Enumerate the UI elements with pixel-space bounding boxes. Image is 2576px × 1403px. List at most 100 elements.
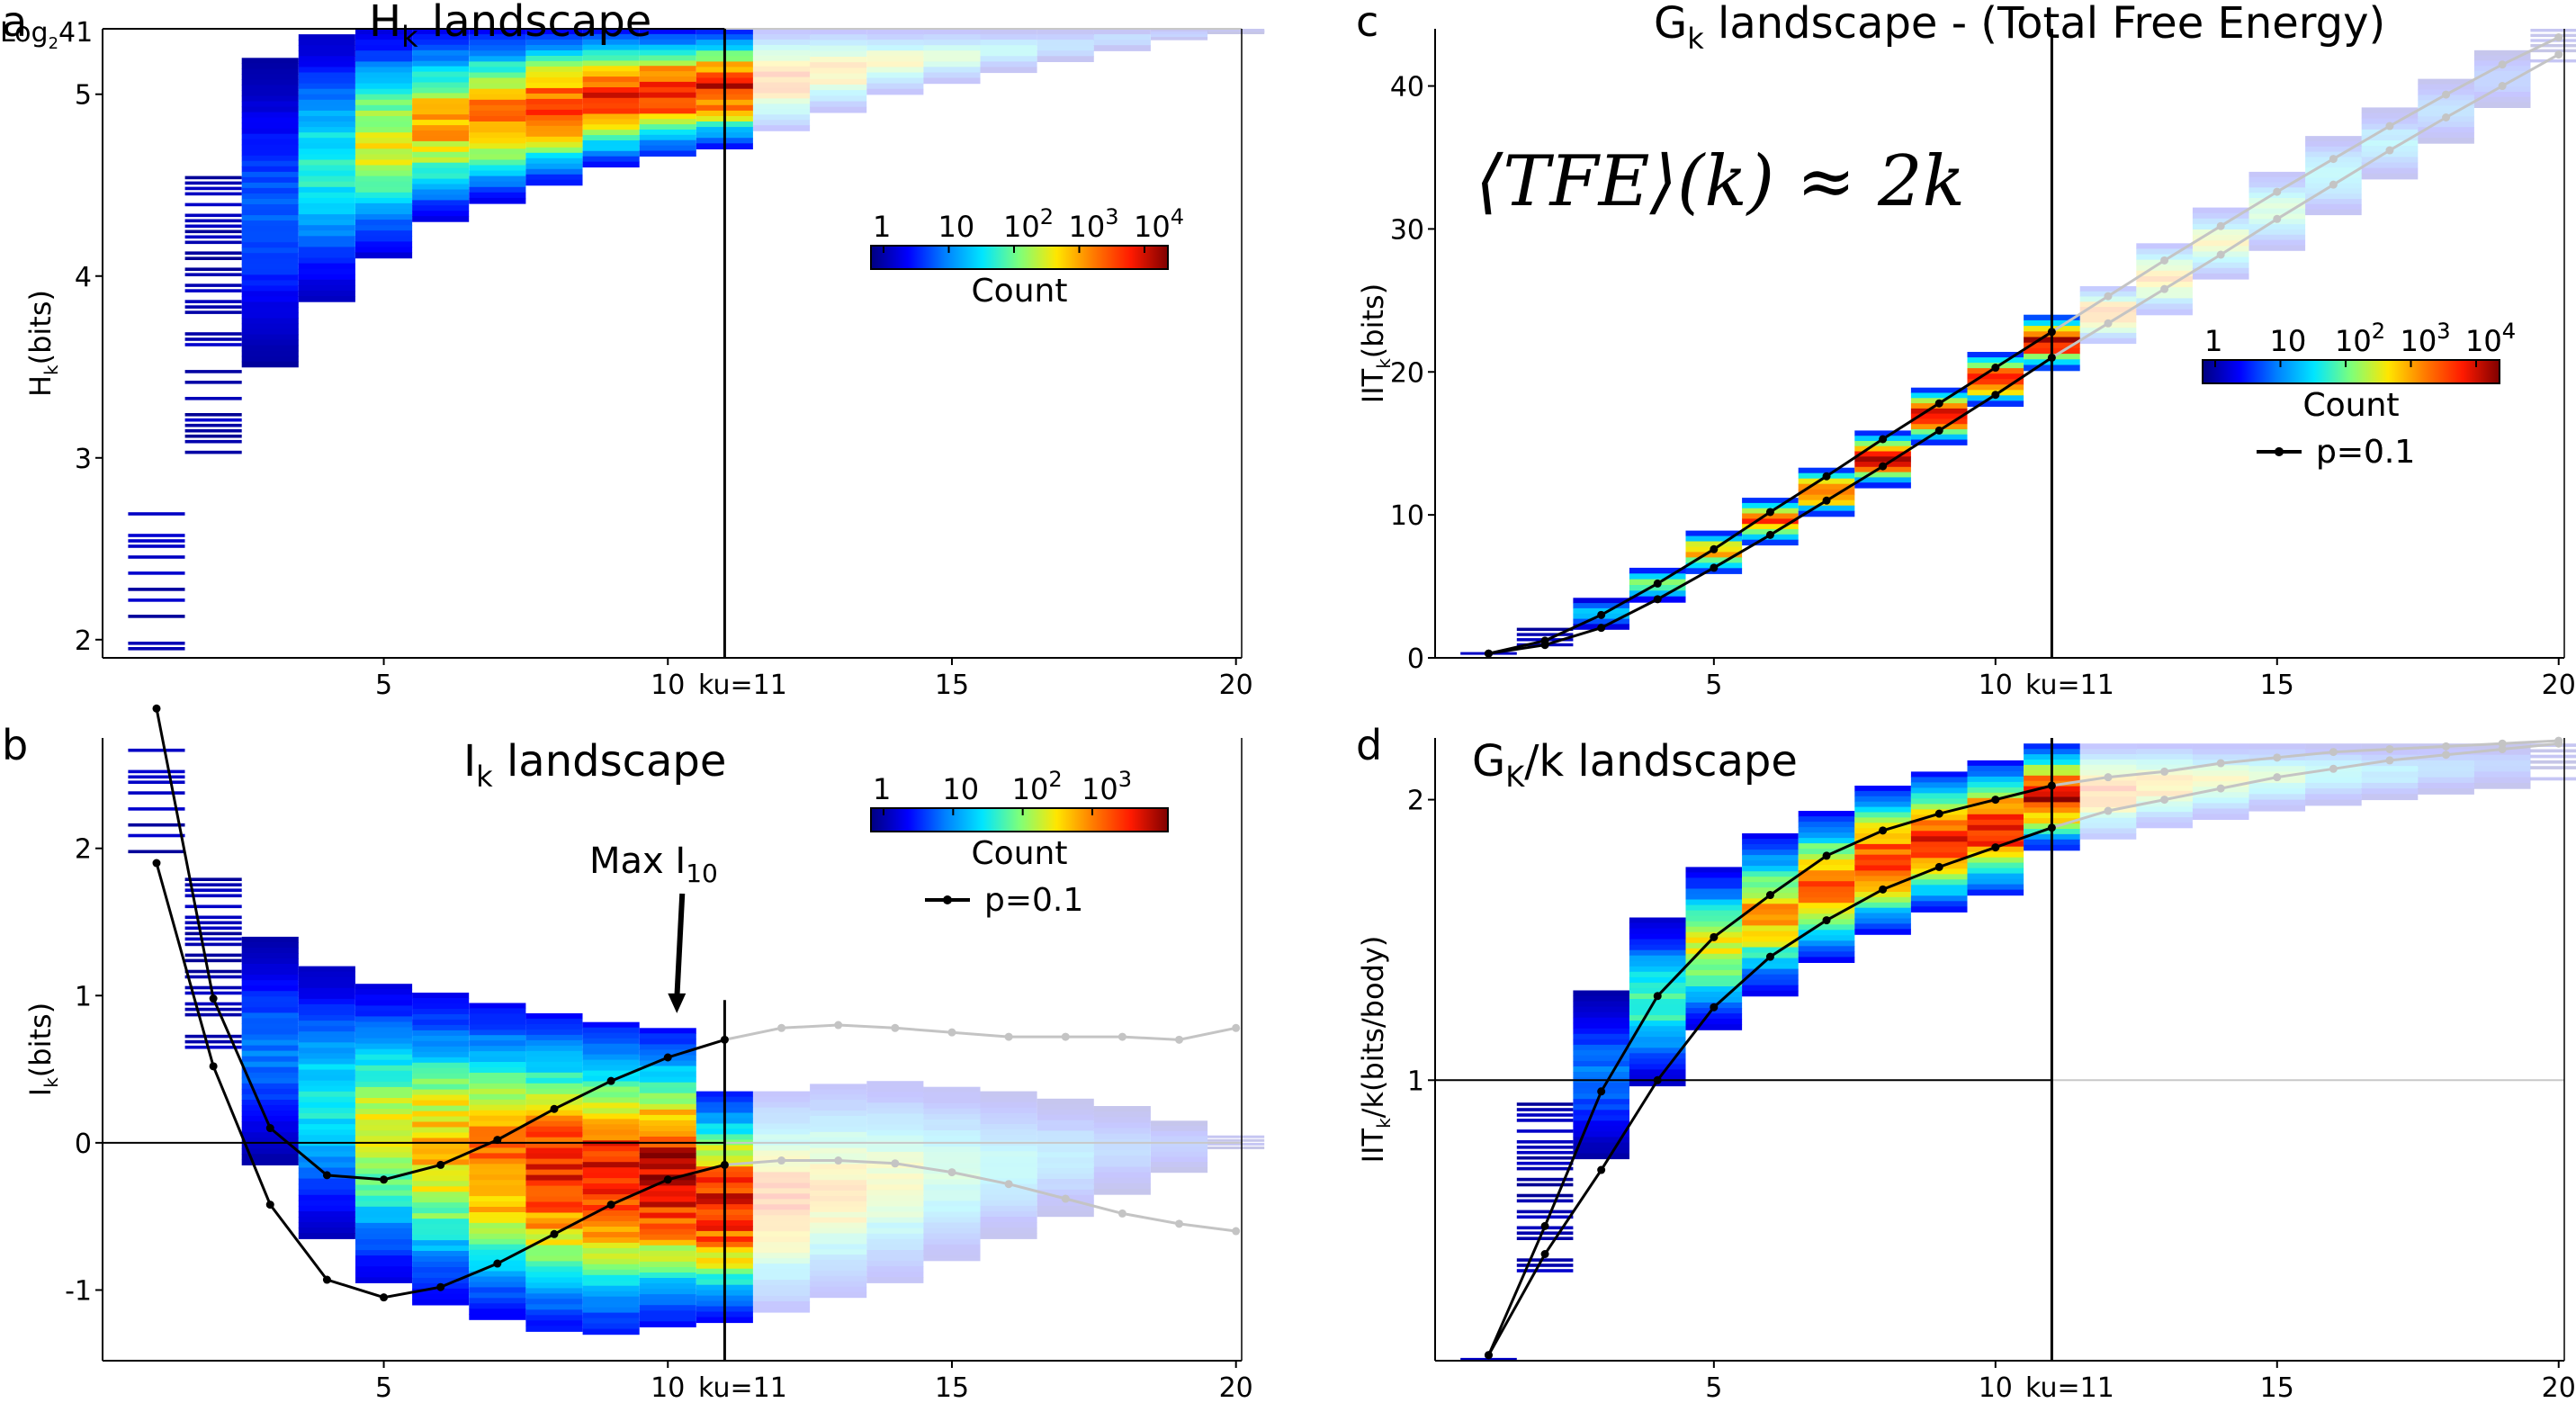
heatmap-cell — [412, 1235, 470, 1241]
heatmap-cell — [1798, 816, 1855, 823]
heatmap-cell — [753, 1258, 811, 1264]
heatmap-cell — [2530, 766, 2576, 769]
heatmap-cell — [866, 1081, 924, 1087]
heatmap-cell — [1629, 971, 1686, 978]
heatmap-cell — [753, 98, 811, 104]
heatmap-column — [2361, 107, 2419, 180]
colorbar-tick-label-exp: 4 — [2502, 319, 2516, 344]
y-label-rest: (bits) — [23, 1003, 58, 1077]
log-label-base: Log — [0, 17, 49, 49]
series-point — [265, 1201, 274, 1210]
heatmap-cell — [469, 50, 526, 57]
heatmap-cell — [639, 1283, 696, 1290]
title-base: G — [1654, 0, 1687, 49]
heatmap-cell — [2361, 129, 2419, 136]
heatmap-cell — [412, 120, 470, 126]
heatmap-cell — [1151, 1126, 1208, 1132]
heatmap-cell — [241, 210, 299, 216]
heatmap-cell — [184, 186, 242, 191]
heatmap-cell — [980, 1151, 1037, 1157]
heatmap-cell — [525, 93, 583, 100]
heatmap-cell — [2192, 229, 2249, 236]
heatmap-cell — [1685, 872, 1743, 878]
heatmap-cell — [582, 1162, 640, 1168]
series-point — [1540, 641, 1549, 650]
heatmap-cell — [355, 1086, 413, 1093]
heatmap-cell — [241, 1056, 299, 1063]
heatmap-cell — [1910, 879, 1968, 886]
heatmap-cell — [184, 283, 242, 287]
heatmap-cell — [355, 1141, 413, 1147]
heatmap-cell — [469, 1191, 526, 1197]
heatmap-cell — [1629, 1053, 1686, 1059]
heatmap-cell — [2192, 776, 2249, 782]
heatmap-cell — [1516, 1102, 1574, 1106]
heatmap-cell — [1798, 822, 1855, 828]
colorbar-tick-label-base: 10 — [942, 772, 979, 806]
heatmap-cell — [753, 1145, 811, 1152]
heatmap-cell — [582, 1059, 640, 1066]
series-point — [209, 994, 218, 1003]
heatmap-cell — [2305, 760, 2362, 767]
heatmap-cell — [923, 45, 981, 51]
heatmap-cell — [753, 1215, 811, 1221]
heatmap-cell — [469, 1008, 526, 1014]
heatmap-cell — [1967, 357, 2024, 364]
heatmap-cell — [412, 146, 470, 153]
heatmap-cell — [1910, 387, 1968, 394]
heatmap-cell — [525, 1137, 583, 1144]
heatmap-cell — [241, 1039, 299, 1047]
heatmap-cell — [2361, 157, 2419, 164]
heatmap-cell — [582, 1032, 640, 1039]
heatmap-cell — [582, 29, 640, 35]
heatmap-cell — [525, 1250, 583, 1256]
heatmap-cell — [298, 159, 355, 166]
series-point — [2273, 773, 2282, 782]
colorbar-tick-label: 103 — [2401, 319, 2451, 358]
heatmap-cell — [355, 1005, 413, 1012]
heatmap-cell — [469, 197, 526, 204]
heatmap-cell — [469, 1169, 526, 1175]
heatmap-cell — [412, 1132, 470, 1139]
heatmap-cell — [639, 1082, 696, 1089]
heatmap-cell — [866, 1140, 924, 1147]
legend-label: p=0.1 — [2316, 434, 2415, 471]
heatmap-cell — [639, 71, 696, 77]
heatmap-cell — [469, 1110, 526, 1117]
heatmap-cell — [2248, 782, 2306, 789]
heatmap-cell — [241, 1012, 299, 1019]
heatmap-cell — [184, 235, 242, 239]
heatmap-cell — [412, 157, 470, 164]
heatmap-cell — [469, 83, 526, 90]
series-point — [322, 1171, 331, 1180]
heatmap-cell — [525, 1191, 583, 1198]
series-point — [2329, 748, 2338, 757]
heatmap-cell — [923, 1244, 981, 1251]
heatmap-cell — [525, 1061, 583, 1068]
colorbar-tick-label-base: 10 — [2465, 324, 2502, 358]
heatmap-cell — [355, 1163, 413, 1170]
heatmap-cell — [639, 113, 696, 120]
y-label-base: IIT — [1356, 1128, 1390, 1163]
heatmap-cell — [1685, 1013, 1743, 1020]
heatmap-cell — [1573, 1083, 1629, 1089]
heatmap-cell — [241, 969, 299, 976]
heatmap-cell — [639, 1153, 696, 1159]
heatmap-cell — [128, 555, 185, 559]
heatmap-cell — [469, 1153, 526, 1159]
heatmap-cell — [1742, 833, 1799, 840]
y-tick-label: 30 — [1390, 214, 1424, 246]
heatmap-cell — [128, 539, 185, 543]
heatmap-cell — [469, 192, 526, 199]
heatmap-cell — [298, 230, 355, 237]
heatmap-column — [639, 29, 696, 157]
title-base: G — [1472, 736, 1505, 787]
heatmap-cell — [2136, 243, 2193, 249]
heatmap-cell — [298, 1015, 355, 1021]
heatmap-cell — [1093, 1144, 1151, 1151]
heatmap-cell — [639, 97, 696, 104]
series-line-lower-ghost — [724, 1159, 1236, 1233]
heatmap-cell — [2305, 151, 2362, 157]
heatmap-cell — [1685, 888, 1743, 895]
heatmap-cell — [412, 151, 470, 158]
